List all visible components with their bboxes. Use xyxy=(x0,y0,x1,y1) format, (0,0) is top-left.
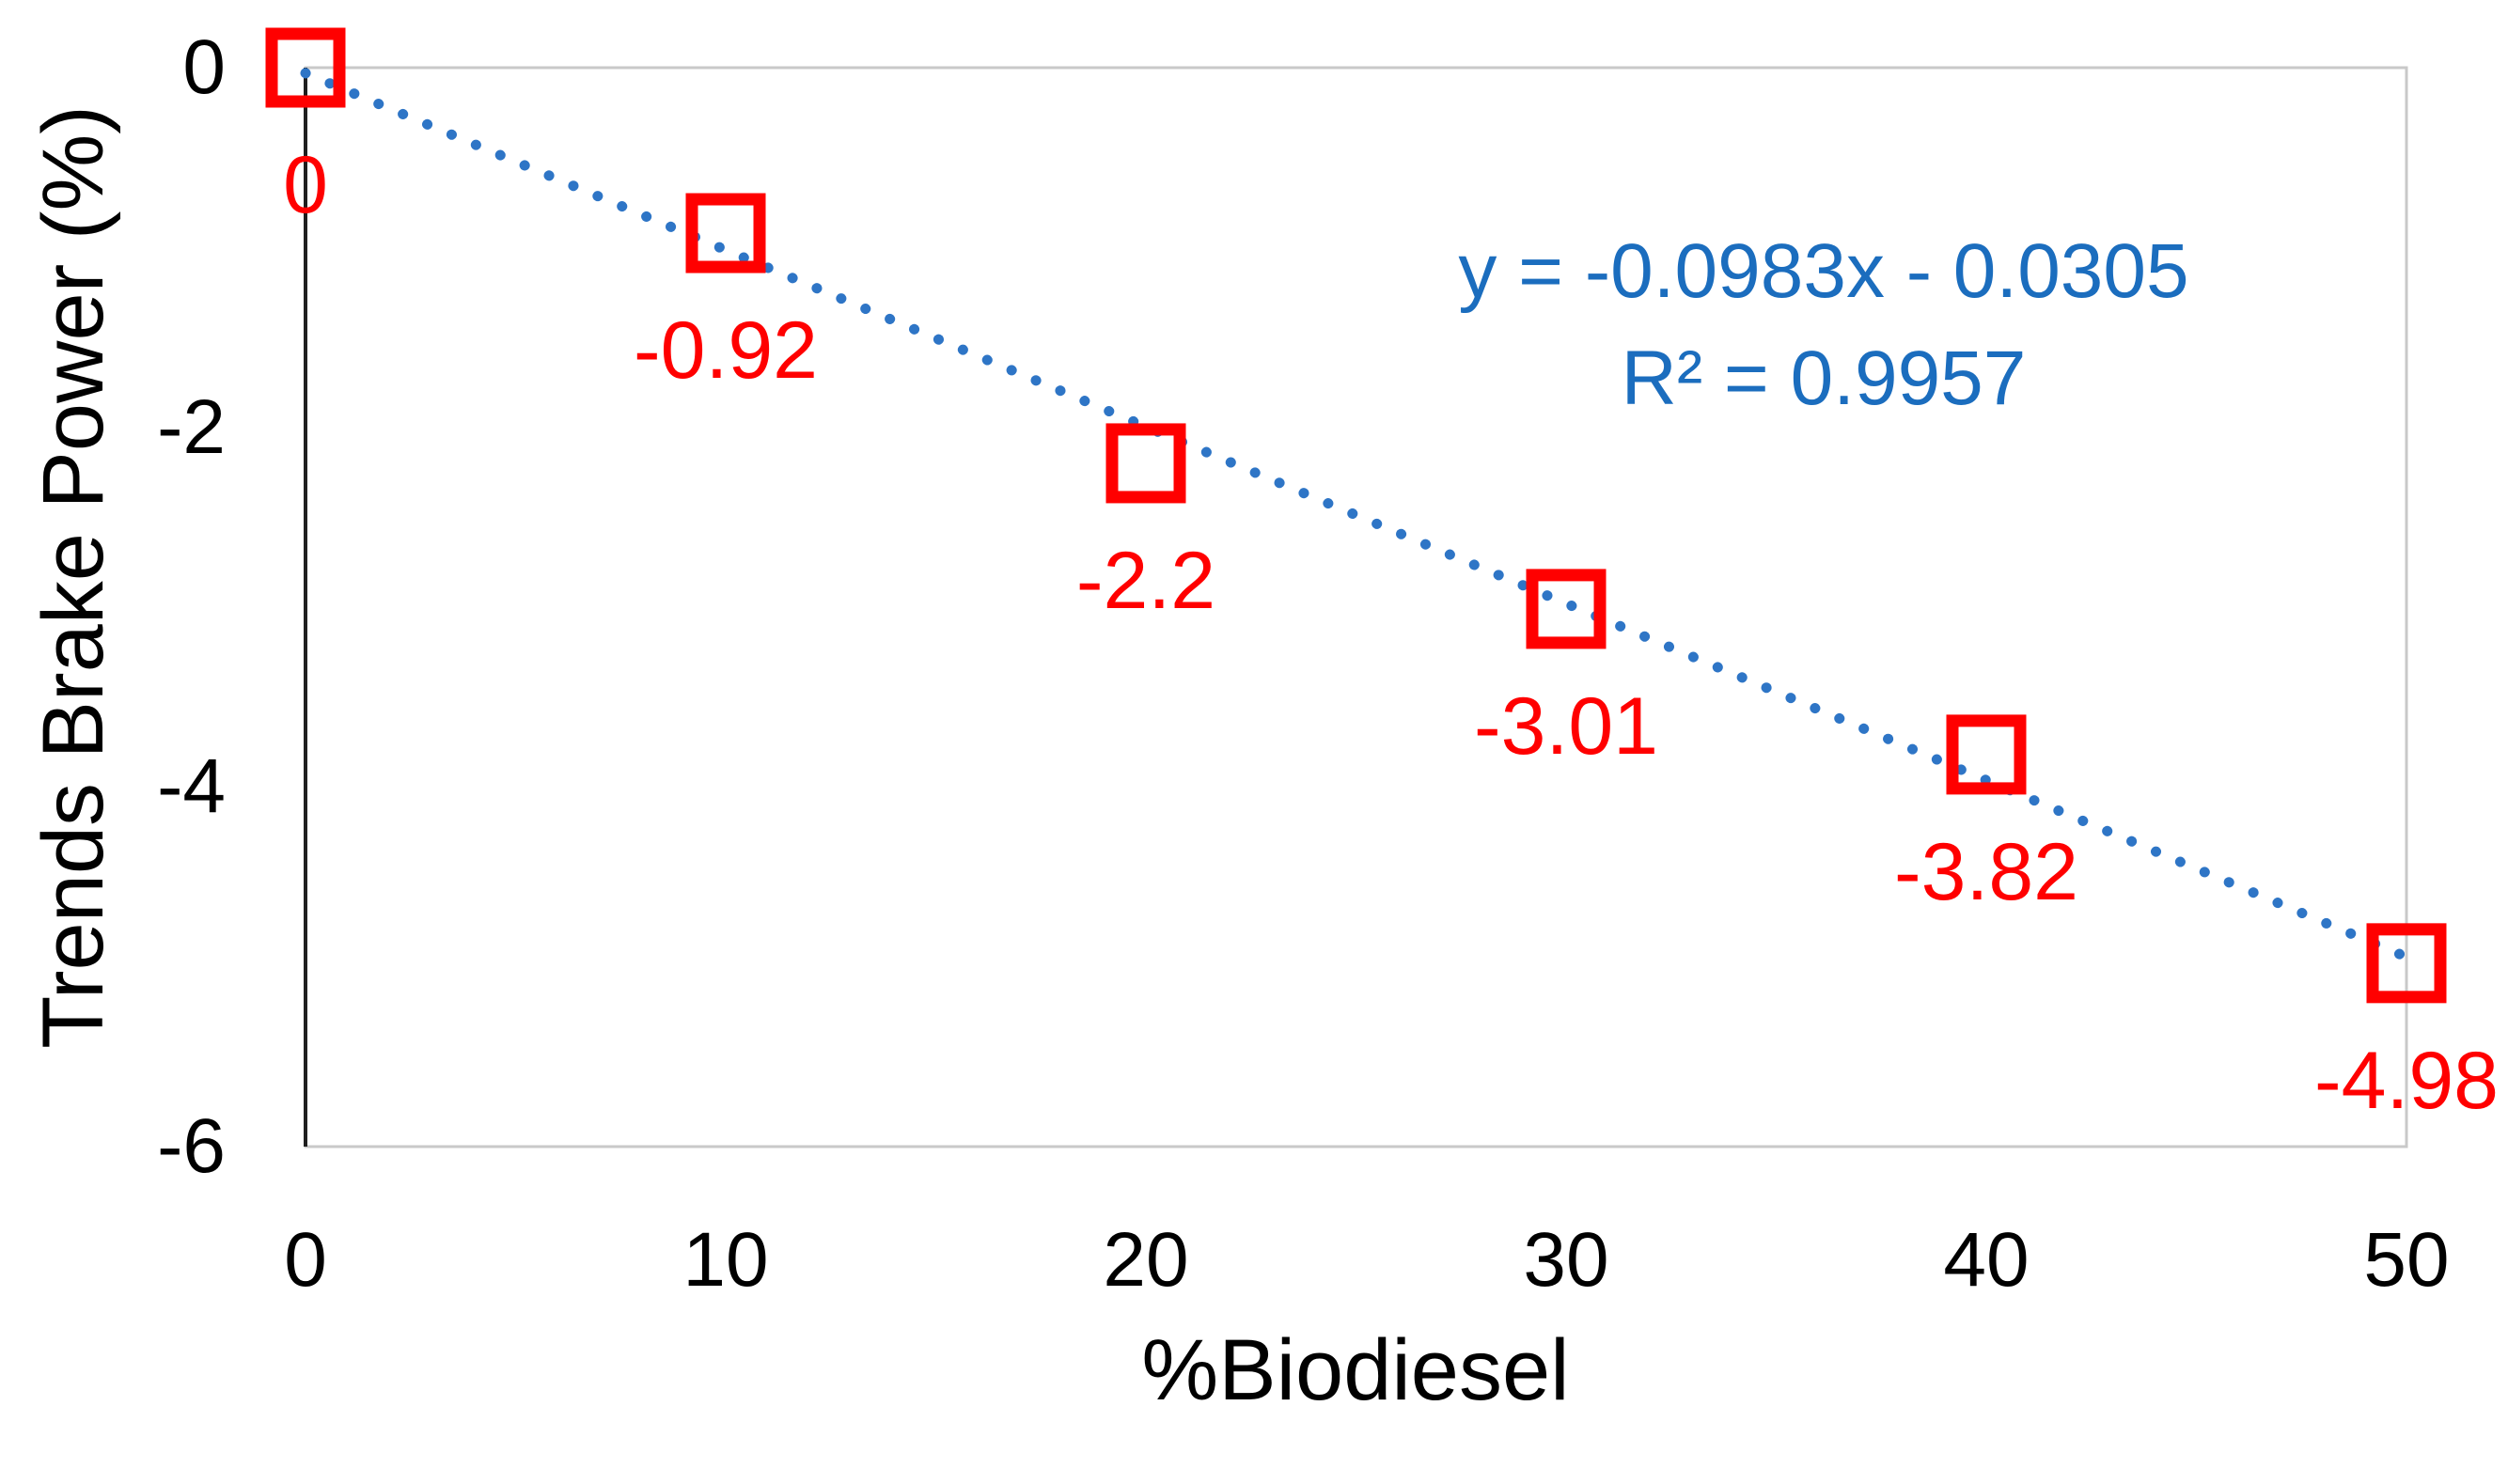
data-point-marker-40 xyxy=(1946,714,2027,795)
y-tick-label: -6 xyxy=(157,1103,226,1189)
x-tick-label: 0 xyxy=(284,1217,327,1303)
data-point-label: -2.2 xyxy=(1075,535,1216,626)
y-axis-title: Trends Brake Power (%) xyxy=(25,105,121,1049)
data-point-label: -3.01 xyxy=(1473,680,1659,772)
trendline-equation: y = -0.0983x - 0.0305 xyxy=(1458,228,2189,314)
y-tick-label: -2 xyxy=(157,383,226,470)
data-point-marker-10 xyxy=(685,193,766,273)
trendline-r-squared: R² = 0.9957 xyxy=(1621,336,2027,421)
x-tick-label: 40 xyxy=(1943,1217,2030,1303)
data-point-marker-0 xyxy=(265,27,346,108)
data-point-label: -0.92 xyxy=(633,305,819,397)
data-point-label: -4.98 xyxy=(2313,1035,2500,1126)
data-point-label: -3.82 xyxy=(1893,826,2079,917)
data-point-marker-30 xyxy=(1526,569,1607,649)
trendline xyxy=(300,68,2412,962)
x-tick-label: 10 xyxy=(682,1217,769,1303)
x-tick-label: 30 xyxy=(1523,1217,1609,1303)
data-point-marker-20 xyxy=(1105,423,1186,504)
x-tick-label: 20 xyxy=(1103,1217,1189,1303)
x-tick-label: 50 xyxy=(2363,1217,2450,1303)
x-axis-title: %Biodiesel xyxy=(1141,1322,1570,1418)
y-tick-label: -4 xyxy=(157,743,226,830)
data-point-marker-50 xyxy=(2366,923,2447,1004)
y-tick-label: 0 xyxy=(182,24,226,110)
data-point-label: 0 xyxy=(283,140,328,230)
